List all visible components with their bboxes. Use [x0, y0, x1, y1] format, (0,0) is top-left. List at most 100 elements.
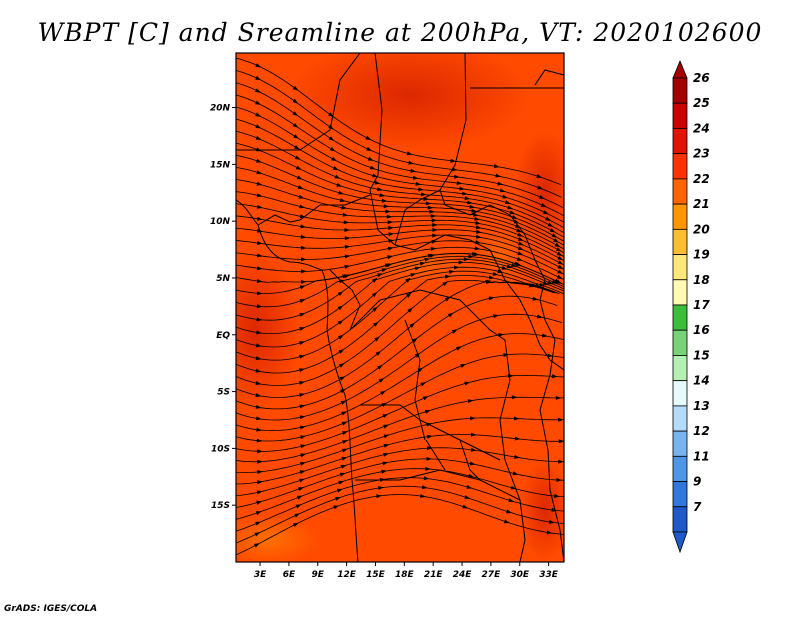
streamline-arrow [467, 399, 474, 404]
streamline-arrow [466, 485, 473, 489]
streamline-arrow [528, 283, 535, 288]
streamline-arrow [475, 234, 482, 239]
streamline-arrow [256, 279, 263, 283]
streamline-arrow [431, 218, 438, 223]
streamline [236, 333, 564, 431]
streamline-arrow [506, 264, 513, 269]
streamline [236, 417, 564, 473]
streamline-arrow [516, 228, 523, 233]
colorbar-segment [672, 481, 688, 508]
streamline-arrow [408, 160, 414, 165]
streamline-arrow [300, 435, 306, 440]
streamline-arrow [444, 296, 451, 302]
streamline-arrow [430, 214, 437, 218]
lon-tick-label: 6E [283, 570, 296, 580]
colorbar-segment [672, 77, 688, 104]
streamline-arrow [511, 395, 518, 400]
streamline-arrow [383, 452, 389, 457]
streamline-arrow [514, 261, 521, 266]
lon-tick-label: 24E [453, 570, 473, 580]
colorbar-label: 16 [693, 323, 710, 337]
streamline-arrow [340, 400, 347, 405]
streamline-arrow [329, 146, 336, 152]
streamline-arrow [510, 263, 517, 267]
latitude-axis: 20N 15N 10N 5N EQ 5S 10S 15S [210, 104, 236, 511]
streamline-arrow [257, 470, 263, 474]
streamline-arrow [256, 204, 263, 209]
streamline-arrow [427, 446, 433, 451]
streamline-arrow [299, 404, 306, 409]
streamline-arrow [420, 382, 427, 387]
streamline-arrow [335, 497, 341, 501]
colorbar-label: 11 [693, 449, 710, 463]
streamline-arrow [382, 414, 389, 418]
streamline-arrow [502, 194, 508, 199]
streamline-arrow [367, 156, 374, 161]
streamline-arrow [506, 509, 512, 514]
colorbar-segment [672, 254, 688, 281]
streamline-arrow [299, 341, 306, 345]
streamline-arrow [256, 170, 263, 175]
credit-label: GrADS: IGES/COLA [4, 604, 98, 614]
streamline-arrow [342, 274, 349, 279]
colorbar: 26 25 24 23 22 21 20 19 18 17 16 15 14 13 12 11 9 7 [672, 59, 710, 554]
streamline [236, 447, 564, 497]
streamline-arrow [558, 459, 564, 464]
streamline-arrow [468, 473, 475, 478]
colorbar-segment [672, 203, 688, 230]
streamline-arrow [373, 321, 379, 327]
streamline [236, 94, 564, 217]
streamline-arrow [420, 494, 426, 498]
streamline-arrow [381, 198, 388, 203]
streamline [236, 57, 562, 186]
streamline-arrow [429, 209, 435, 214]
streamline-arrow [300, 444, 307, 449]
streamline-arrow [300, 279, 307, 284]
streamline-arrow [299, 204, 305, 209]
streamline-arrow [427, 205, 434, 210]
streamline-arrow [410, 168, 417, 173]
streamline-arrow [503, 353, 509, 358]
streamline-arrow [300, 461, 306, 466]
streamline-arrow [458, 260, 465, 265]
streamline-arrow [557, 255, 564, 261]
streamline-arrow [549, 228, 556, 233]
streamline-arrow [475, 221, 481, 225]
colorbar-label: 13 [693, 399, 710, 413]
colorbar-segment [672, 128, 688, 155]
streamline-arrow [256, 181, 263, 186]
streamline-arrow [378, 378, 385, 383]
lat-tick-label: 5S [217, 388, 230, 398]
streamline [236, 246, 564, 281]
streamline-arrow [456, 181, 463, 185]
streamline-arrow [462, 504, 469, 509]
streamline-arrow [536, 174, 543, 178]
streamline-arrow [255, 381, 262, 385]
streamline-arrow [366, 146, 372, 151]
streamline-arrow [546, 530, 553, 535]
streamline-arrow [255, 124, 262, 129]
streamline-arrow [299, 285, 306, 290]
colorbar-segment [672, 178, 688, 205]
streamline-arrow [432, 223, 438, 227]
colorbar-segment [672, 279, 688, 306]
streamline-arrow [558, 417, 564, 422]
streamline-arrow [371, 277, 378, 283]
streamline-arrow [332, 166, 339, 171]
streamline [236, 142, 564, 238]
streamline [236, 281, 554, 398]
streamline-arrow [547, 222, 554, 227]
streamline-arrow [406, 151, 413, 156]
streamline-arrow [388, 232, 395, 237]
streamline-arrow [331, 156, 337, 162]
streamline-arrow [298, 194, 305, 199]
streamline-arrow [420, 192, 427, 197]
streamline-arrow [344, 254, 351, 259]
streamline-arrow [299, 354, 305, 359]
streamline-arrow [292, 522, 299, 527]
colorbar-segment [672, 355, 688, 382]
streamline-arrow [424, 409, 431, 414]
streamline-arrow [471, 432, 477, 437]
streamline-arrow [552, 374, 558, 379]
streamline-arrow [516, 257, 523, 261]
